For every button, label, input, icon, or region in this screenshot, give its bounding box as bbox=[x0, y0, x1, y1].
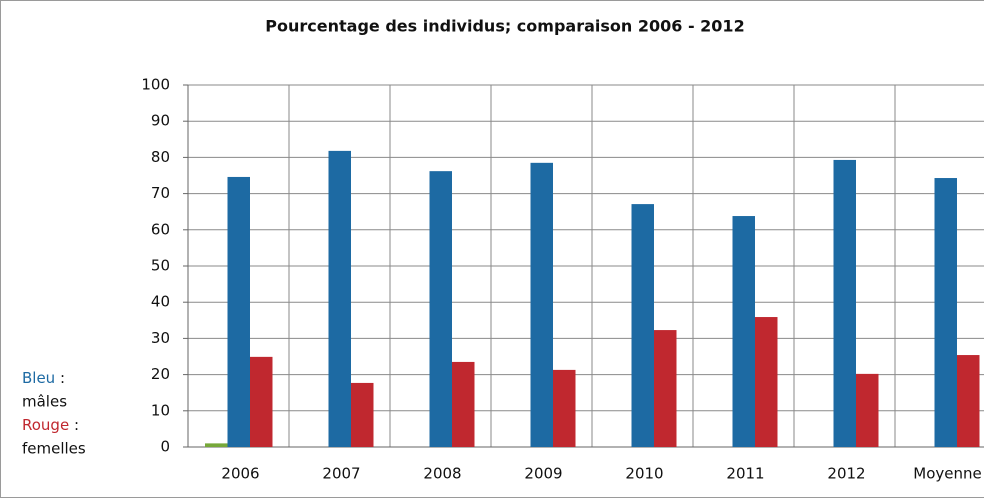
bar bbox=[553, 369, 576, 447]
bar bbox=[530, 162, 553, 447]
y-tick-label: 90 bbox=[151, 112, 170, 130]
x-tick-label: 2009 bbox=[524, 465, 562, 483]
x-tick-label: 2011 bbox=[726, 465, 764, 483]
bar bbox=[654, 330, 677, 447]
bar bbox=[934, 178, 957, 447]
x-tick-label: 2008 bbox=[423, 465, 461, 483]
y-tick-label: 40 bbox=[151, 293, 170, 311]
bar bbox=[429, 171, 452, 447]
y-tick-label: 80 bbox=[151, 148, 170, 166]
y-tick-label: 30 bbox=[151, 329, 170, 347]
x-tick-label: Moyenne bbox=[913, 465, 981, 483]
legend-note-part: Bleu bbox=[22, 369, 55, 387]
y-tick-label: 60 bbox=[151, 220, 170, 238]
bar bbox=[250, 356, 273, 447]
bar bbox=[856, 373, 879, 447]
bar bbox=[732, 216, 755, 447]
x-tick-label: 2006 bbox=[221, 465, 259, 483]
bar bbox=[631, 204, 654, 447]
legend-note-part: : bbox=[55, 369, 65, 387]
bar bbox=[452, 361, 475, 447]
bar bbox=[755, 317, 778, 447]
y-tick-label: 0 bbox=[160, 438, 170, 456]
bar bbox=[351, 382, 374, 447]
bar bbox=[227, 176, 250, 447]
x-tick-label: 2012 bbox=[827, 465, 865, 483]
bar bbox=[833, 159, 856, 447]
y-tick-label: 10 bbox=[151, 401, 170, 419]
bar bbox=[328, 150, 351, 447]
bar bbox=[957, 355, 980, 447]
legend-note: mâles bbox=[22, 392, 67, 410]
x-tick-label: 2007 bbox=[322, 465, 360, 483]
legend-note: femelles bbox=[22, 439, 86, 457]
chart-title: Pourcentage des individus; comparaison 2… bbox=[265, 17, 744, 36]
bar bbox=[205, 443, 228, 447]
legend-note-part: mâles bbox=[22, 392, 67, 410]
y-tick-label: 50 bbox=[151, 257, 170, 275]
legend-note: Bleu : bbox=[22, 369, 65, 387]
legend-note-part: Rouge bbox=[22, 416, 69, 434]
x-tick-label: 2010 bbox=[625, 465, 663, 483]
y-tick-label: 20 bbox=[151, 365, 170, 383]
legend-note: Rouge : bbox=[22, 416, 79, 434]
y-tick-label: 100 bbox=[141, 76, 170, 94]
y-tick-label: 70 bbox=[151, 184, 170, 202]
legend-note-part: femelles bbox=[22, 439, 86, 457]
legend-note-part: : bbox=[69, 416, 79, 434]
